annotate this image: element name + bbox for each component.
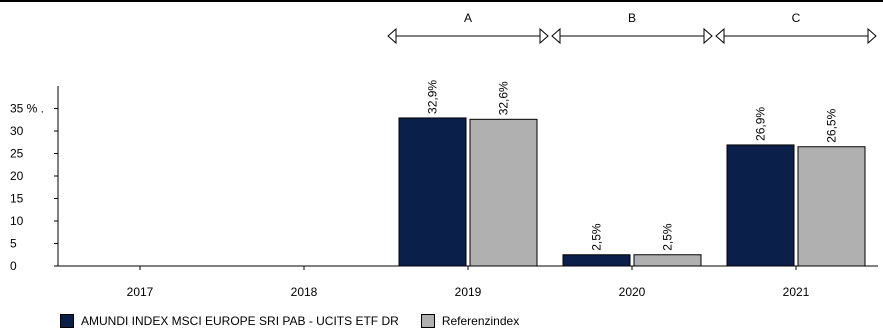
data-label: 2,5%	[661, 223, 675, 251]
y-tick-label: 30	[10, 124, 24, 138]
data-label: 32,6%	[497, 81, 511, 115]
period-arrow-head-left	[551, 27, 561, 45]
top-border	[0, 0, 883, 2]
data-label: 26,9%	[754, 107, 768, 141]
x-tick-label: 2019	[455, 285, 482, 299]
bar-fund	[562, 254, 631, 267]
period-markers: A B C	[387, 11, 877, 45]
y-tick-label: 10	[10, 214, 24, 228]
y-tick-label: 25	[10, 147, 24, 161]
y-tick-label: 20	[10, 169, 24, 183]
bar-reference	[797, 146, 866, 267]
period-label: B	[628, 11, 636, 25]
data-labels: 32,9% 2,5% 26,9% 32,6% 2,5% 26,5%	[426, 80, 839, 251]
y-tick-label: 15	[10, 192, 24, 206]
legend: AMUNDI INDEX MSCI EUROPE SRI PAB - UCITS…	[60, 312, 541, 330]
period-arrow-head-left	[387, 27, 397, 45]
period-arrow-head-left	[715, 27, 725, 45]
period-arrow-head-right	[703, 27, 713, 45]
bar-reference	[633, 254, 702, 267]
y-tick-label: 5	[10, 237, 17, 251]
x-tick-label: 2021	[783, 285, 810, 299]
bar-fund	[726, 144, 795, 267]
data-label: 32,9%	[426, 80, 440, 114]
period-label: C	[792, 11, 801, 25]
legend-label-fund: AMUNDI INDEX MSCI EUROPE SRI PAB - UCITS…	[81, 314, 399, 328]
bar-fund	[398, 117, 467, 267]
x-tick-label: 2018	[291, 285, 318, 299]
y-tick-label: 35 % .	[10, 102, 44, 116]
period-label: A	[464, 11, 472, 25]
data-label: 2,5%	[590, 223, 604, 251]
x-tick-label: 2017	[127, 285, 154, 299]
legend-swatch-reference	[420, 314, 435, 328]
data-label: 26,5%	[825, 108, 839, 142]
bar-reference	[469, 118, 538, 267]
y-tick-label: 0	[10, 259, 17, 273]
x-tick-label: 2020	[619, 285, 646, 299]
legend-swatch-fund	[60, 314, 74, 328]
bars	[398, 117, 866, 267]
period-arrow-head-right	[867, 27, 877, 45]
legend-item-fund: AMUNDI INDEX MSCI EUROPE SRI PAB - UCITS…	[60, 314, 399, 328]
legend-label-reference: Referenzindex	[441, 314, 520, 328]
legend-item-reference: Referenzindex	[420, 314, 520, 328]
period-arrow-head-right	[539, 27, 549, 45]
